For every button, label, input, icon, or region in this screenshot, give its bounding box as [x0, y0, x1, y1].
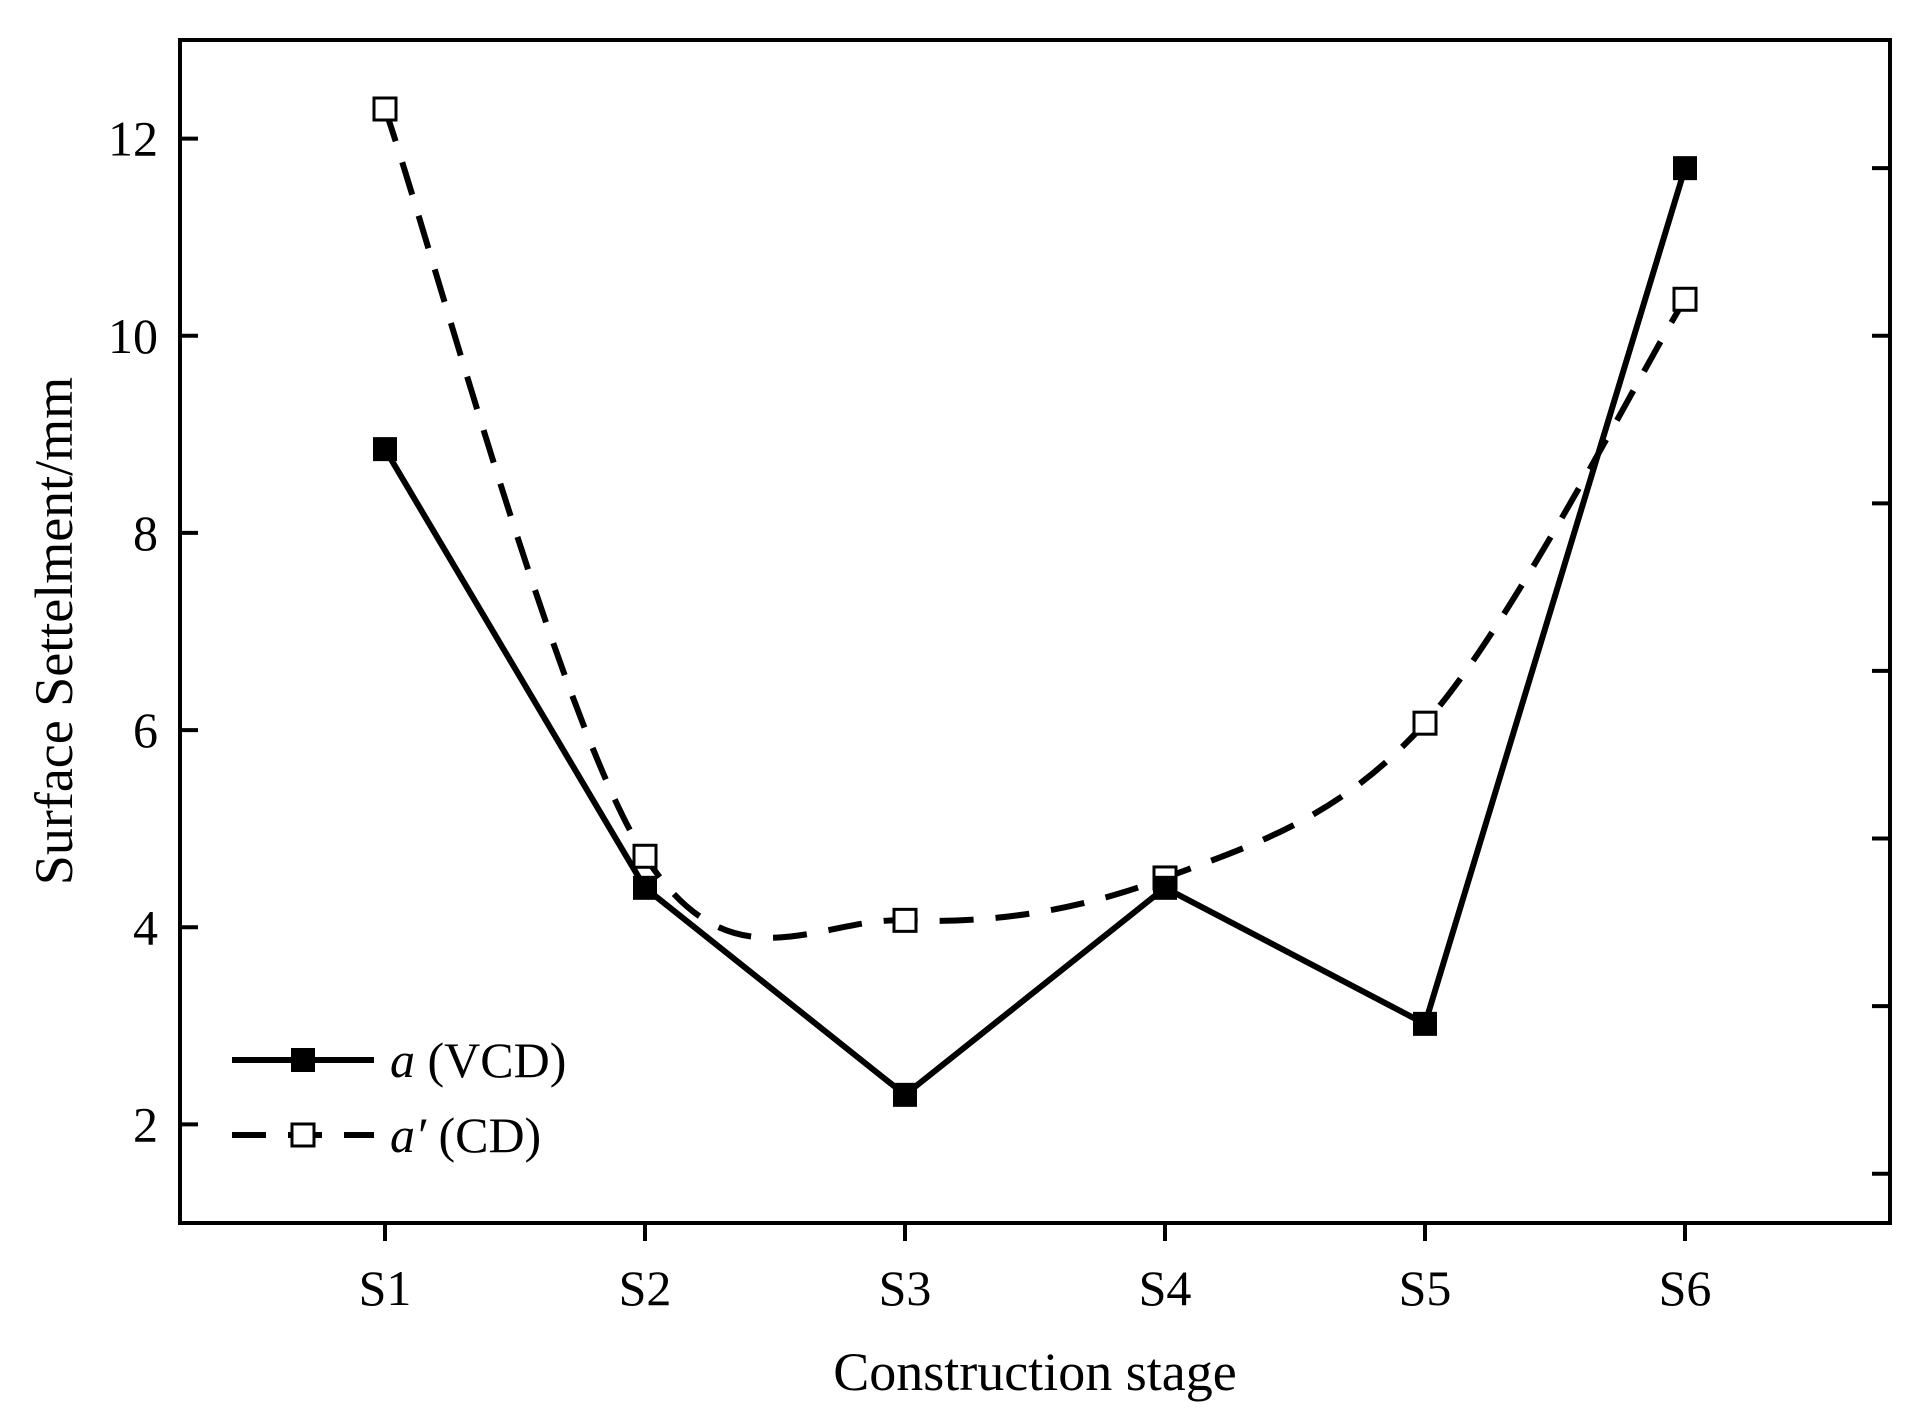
data-point: [1412, 710, 1438, 736]
y-tick-label: 8: [133, 505, 158, 561]
legend: a (VCD) a′ (CD): [232, 1032, 566, 1163]
y-tick-label: 12: [108, 111, 158, 167]
data-point: [1672, 286, 1698, 312]
data-point: [1153, 875, 1177, 900]
y-tick-label: 10: [108, 308, 158, 364]
legend-suffix: (VCD): [415, 1032, 566, 1088]
y-tick-label: 6: [133, 702, 158, 758]
series-line: [382, 167, 1688, 1099]
data-point: [1673, 156, 1697, 181]
y-axis: 2 4 6 8 10 12: [108, 111, 198, 1152]
series-line: [382, 108, 1688, 941]
series-a-vcd: [373, 156, 1697, 1107]
x-tick-label: S2: [619, 1260, 672, 1316]
data-point: [632, 843, 658, 869]
x-tick-label: S3: [879, 1260, 932, 1316]
series-layer: [372, 96, 1698, 1107]
y-tick-label: 2: [133, 1096, 158, 1152]
data-point: [372, 96, 398, 122]
x-axis: S1 S2 S3 S4 S5 S6: [359, 1223, 1712, 1316]
y-tick-label: 4: [133, 899, 158, 955]
data-point: [893, 1082, 917, 1107]
legend-marker: [290, 1122, 316, 1148]
legend-variable: a: [390, 1032, 415, 1088]
x-axis-title: Construction stage: [833, 1342, 1236, 1402]
x-tick-label: S6: [1659, 1260, 1712, 1316]
legend-marker: [291, 1048, 315, 1072]
y-axis-title: Surface Settelment/mm: [24, 377, 84, 885]
legend-label: a (VCD): [390, 1032, 566, 1088]
legend-suffix: (CD): [426, 1107, 541, 1163]
data-point: [373, 437, 397, 462]
data-point: [892, 907, 918, 933]
data-point: [633, 875, 657, 900]
series-a-prime-cd: [372, 96, 1698, 941]
x-tick-label: S1: [359, 1260, 412, 1316]
legend-item: a (VCD): [232, 1032, 566, 1088]
x-tick-label: S5: [1399, 1260, 1452, 1316]
plot-frame: [178, 38, 1892, 1225]
x-tick-label: S4: [1139, 1260, 1192, 1316]
data-point: [1413, 1011, 1437, 1036]
legend-item: a′ (CD): [232, 1107, 541, 1163]
legend-label: a′ (CD): [390, 1107, 541, 1163]
right-axis-ticks: [1872, 166, 1890, 1176]
legend-variable: a′: [390, 1107, 427, 1163]
